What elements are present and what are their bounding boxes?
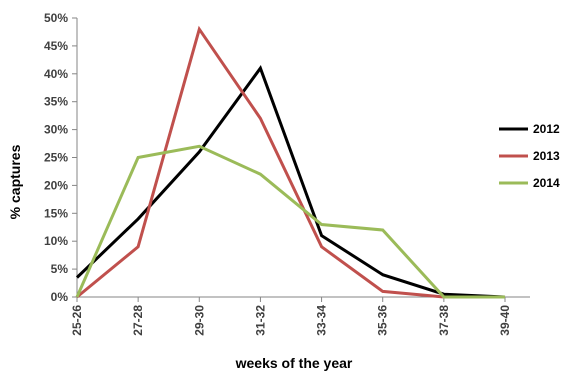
y-tick-label: 35% bbox=[44, 95, 68, 109]
series-lines bbox=[75, 25, 506, 299]
y-tick-label: 10% bbox=[44, 234, 68, 248]
x-axis-title: weeks of the year bbox=[235, 355, 353, 371]
x-tick-label: 33-34 bbox=[315, 305, 329, 336]
y-tick-label: 15% bbox=[44, 206, 68, 220]
x-tick-label: 39-40 bbox=[498, 305, 512, 336]
legend-label-2014: 2014 bbox=[533, 176, 560, 190]
y-axis-ticks: 0% 5% 10% 15% 20% 25% 30% 35% 40% 45% 50% bbox=[44, 11, 77, 304]
x-tick-label: 27-28 bbox=[131, 305, 145, 336]
y-tick-label: 20% bbox=[44, 178, 68, 192]
legend: 2012 2013 2014 bbox=[499, 122, 560, 190]
y-tick-label: 45% bbox=[44, 39, 68, 53]
y-tick-label: 50% bbox=[44, 11, 68, 25]
x-tick-label: 29-30 bbox=[192, 305, 206, 336]
series-line-2014 bbox=[75, 144, 505, 299]
x-tick-label: 37-38 bbox=[437, 305, 451, 336]
y-tick-label: 30% bbox=[44, 123, 68, 137]
y-tick-label: 25% bbox=[44, 151, 68, 165]
x-tick-label: 35-36 bbox=[376, 305, 390, 336]
y-tick-label: 5% bbox=[51, 262, 69, 276]
legend-label-2012: 2012 bbox=[533, 122, 560, 136]
series-line-2013 bbox=[76, 25, 505, 299]
y-tick-label: 40% bbox=[44, 67, 68, 81]
x-axis-ticks: 25-26 27-28 29-30 31-32 33-34 35-36 37-38 39-40 bbox=[70, 297, 512, 336]
x-tick-label: 31-32 bbox=[253, 305, 267, 336]
legend-label-2013: 2013 bbox=[533, 149, 560, 163]
x-tick-label: 25-26 bbox=[70, 305, 84, 336]
y-tick-label: 0% bbox=[51, 290, 69, 304]
y-axis-title: % captures bbox=[7, 144, 23, 219]
